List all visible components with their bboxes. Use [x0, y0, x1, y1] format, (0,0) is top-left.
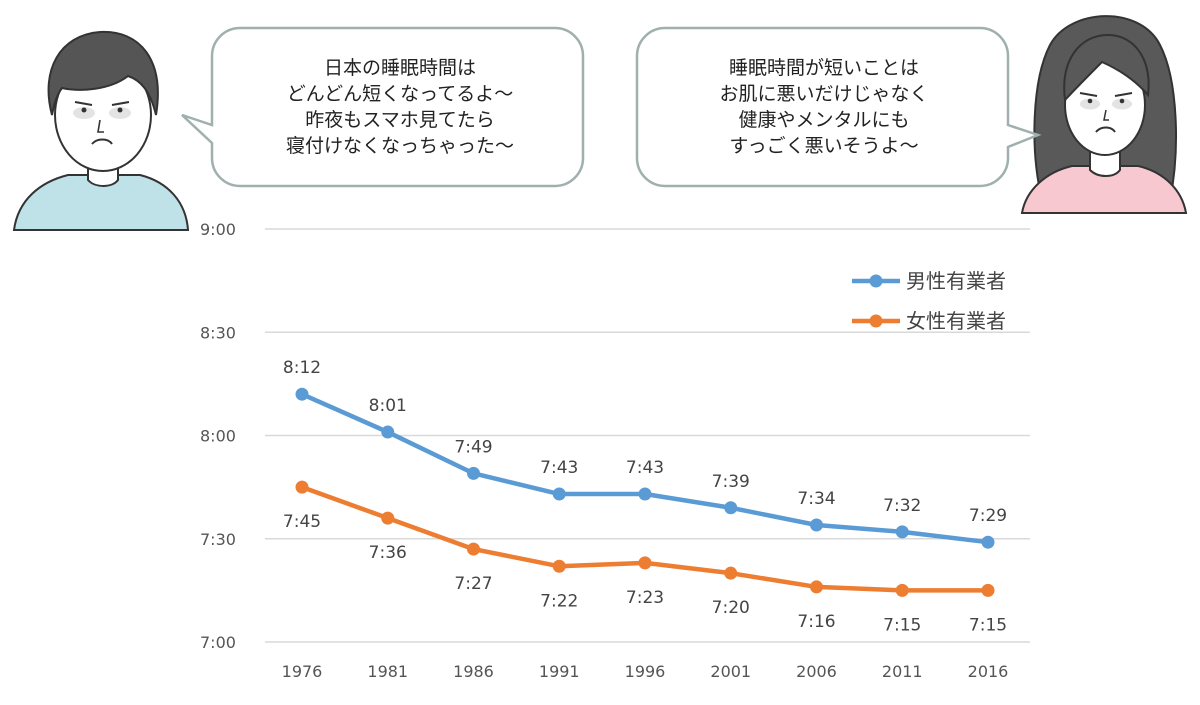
y-tick-label: 7:00	[200, 633, 236, 652]
x-tick-label: 2016	[968, 662, 1009, 681]
data-point	[724, 566, 738, 580]
x-tick-label: 1991	[539, 662, 580, 681]
data-label: 7:23	[626, 588, 664, 608]
x-tick-label: 1981	[367, 662, 408, 681]
man-bubble-shape	[181, 26, 585, 188]
data-point	[638, 487, 652, 501]
y-tick-label: 8:30	[200, 323, 236, 342]
x-tick-label: 2011	[882, 662, 923, 681]
data-label: 7:15	[883, 615, 921, 635]
data-point	[381, 511, 395, 525]
man-hair	[47, 30, 159, 116]
man-speech-line-2: どんどん短くなってるよ〜	[286, 83, 514, 105]
woman-speech-bubble: 睡眠時間が短いことは お肌に悪いだけじゃなく 健康やメンタルにも すっごく悪いそ…	[635, 25, 1045, 190]
y-tick-label: 8:00	[200, 427, 236, 446]
woman-illustration	[1020, 15, 1188, 214]
data-label: 8:12	[283, 358, 321, 378]
data-point	[467, 542, 480, 556]
data-label: 7:36	[369, 543, 407, 563]
data-label: 7:32	[883, 496, 921, 516]
man-illustration	[12, 30, 190, 231]
data-point	[467, 466, 480, 480]
data-point	[810, 580, 823, 594]
legend-swatch-dot	[869, 274, 883, 288]
data-label: 7:43	[540, 458, 578, 478]
legend-label: 女性有業者	[906, 309, 1006, 333]
man-speech-bubble: 日本の睡眠時間は どんどん短くなってるよ〜 昨夜もスマホ見てたら 寝付けなくなっ…	[180, 25, 590, 190]
data-label: 7:49	[454, 437, 492, 457]
man-speech-line-4: 寝付けなくなっちゃった〜	[285, 135, 514, 157]
data-label: 7:15	[969, 615, 1007, 635]
woman-speech-line-1: 睡眠時間が短いことは	[728, 57, 919, 79]
woman-speech-line-3: 健康やメンタルにも	[738, 109, 910, 131]
data-point	[638, 556, 652, 570]
data-point	[295, 480, 309, 494]
man-speech-line-1: 日本の睡眠時間は	[323, 57, 476, 79]
man-shirt	[12, 174, 190, 231]
woman-bangs	[1063, 33, 1150, 103]
man-speech-line-3: 昨夜もスマホ見てたら	[305, 109, 495, 131]
data-label: 7:20	[712, 598, 750, 618]
y-tick-label: 7:30	[200, 530, 236, 549]
legend-item-women: 女性有業者	[852, 309, 1006, 333]
data-point	[552, 559, 566, 573]
data-point	[895, 525, 909, 539]
data-point	[895, 583, 909, 597]
woman-speech-line-2: お肌に悪いだけじゃなく	[719, 83, 929, 105]
data-label: 7:27	[454, 574, 492, 594]
series-men: 8:12 8:01 7:49 7:43 7:43 7:39 7:34 7:32 7:29	[283, 358, 1007, 549]
y-axis-ticks: 9:00 8:30 8:00 7:30 7:00	[200, 220, 236, 652]
x-tick-label: 2001	[710, 662, 751, 681]
data-label: 8:01	[369, 396, 407, 416]
legend-swatch-dot	[869, 314, 883, 328]
series-women: 7:45 7:36 7:27 7:22 7:23 7:20 7:16 7:15 7:15	[283, 480, 1007, 635]
data-point	[381, 425, 395, 439]
data-point	[724, 501, 738, 515]
data-point	[981, 535, 995, 549]
x-tick-label: 1986	[453, 662, 494, 681]
woman-bubble-shape	[635, 26, 1042, 188]
data-point	[810, 518, 823, 532]
data-label: 7:22	[540, 591, 578, 611]
y-tick-label: 9:00	[200, 220, 236, 239]
x-axis-ticks: 1976 1981 1986 1991 1996 2001 2006 2011 2016	[282, 662, 1009, 681]
data-label: 7:39	[712, 472, 750, 492]
data-label: 7:34	[797, 489, 835, 509]
data-point	[981, 583, 995, 597]
legend-label: 男性有業者	[906, 269, 1006, 293]
data-label: 7:16	[797, 612, 835, 632]
woman-shirt	[1020, 165, 1188, 214]
woman-speech-line-4: すっごく悪いそうよ〜	[729, 135, 919, 157]
x-tick-label: 2006	[796, 662, 837, 681]
x-tick-label: 1996	[625, 662, 666, 681]
x-tick-label: 1976	[282, 662, 323, 681]
data-label: 7:43	[626, 458, 664, 478]
data-label: 7:45	[283, 512, 321, 532]
legend-item-men: 男性有業者	[852, 269, 1006, 293]
data-point	[295, 387, 309, 401]
data-point	[552, 487, 566, 501]
data-label: 7:29	[969, 506, 1007, 526]
series-layer: 8:128:017:497:43 7:437:397:34 7:327:297:45…	[283, 358, 1007, 635]
